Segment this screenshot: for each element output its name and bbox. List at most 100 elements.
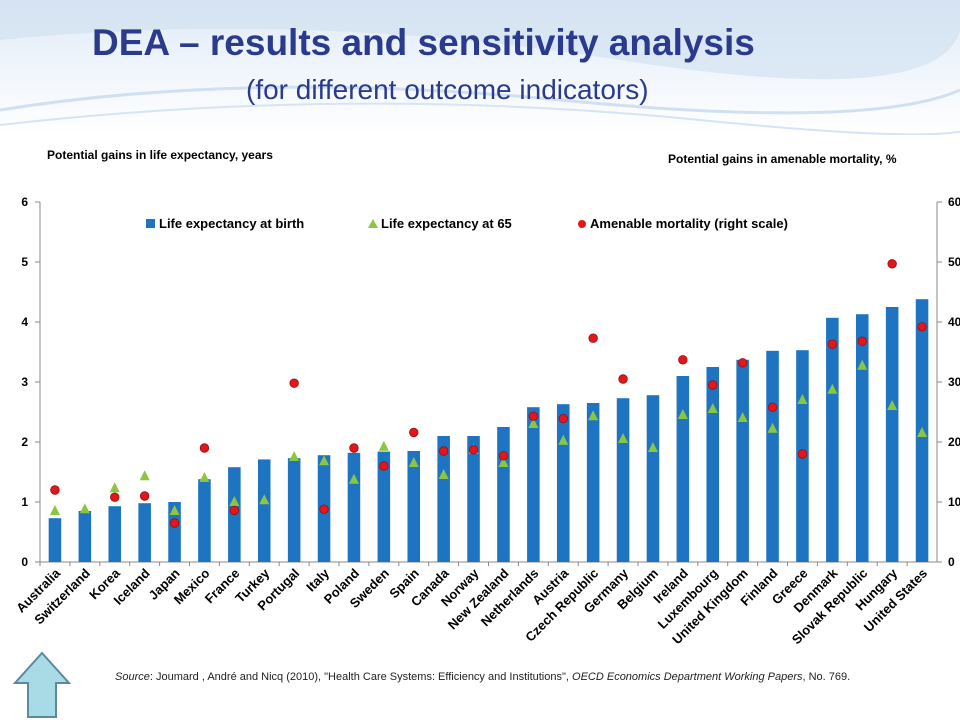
right-tick-label: 30 (948, 375, 960, 389)
circle-point (50, 485, 60, 495)
right-axis-title: Potential gains in amenable mortality, % (668, 152, 897, 166)
triangle-point (378, 440, 389, 451)
circle-point (618, 374, 628, 384)
circle-point (558, 413, 568, 424)
right-tick-label: 10 (948, 495, 960, 509)
left-tick-label: 2 (21, 435, 28, 449)
bar (347, 452, 361, 562)
left-tick-label: 0 (21, 555, 28, 569)
circle-point (857, 336, 867, 346)
banner-decoration (0, 0, 960, 135)
triangle-point (618, 433, 629, 443)
bar (377, 451, 391, 562)
triangle-point (229, 496, 240, 506)
triangle-point (139, 470, 150, 481)
legend-circle-label: Amenable mortality (right scale) (590, 216, 788, 231)
bar (78, 511, 92, 562)
circle-point (498, 451, 509, 461)
right-tick-label: 50 (948, 255, 960, 269)
circle-point (229, 505, 240, 516)
triangle-point (797, 394, 808, 404)
source-label: Source (115, 671, 150, 683)
triangle-point (677, 409, 688, 419)
bar (646, 395, 660, 562)
triangle-point (917, 427, 928, 437)
legend-triangle-swatch (368, 219, 378, 228)
bar (527, 407, 540, 562)
circle-point (438, 446, 449, 456)
left-tick-label: 5 (21, 255, 28, 269)
triangle-point (498, 457, 509, 467)
bar (467, 436, 480, 562)
right-tick-label: 40 (948, 315, 960, 329)
legend-triangle-label: Life expectancy at 65 (381, 216, 512, 231)
bar (676, 376, 690, 562)
bar (48, 518, 62, 562)
triangle-point (79, 503, 90, 514)
circle-point (379, 461, 389, 471)
circle-point (737, 358, 748, 368)
bar (736, 359, 749, 562)
legend-bar-label: Life expectancy at birth (159, 216, 304, 231)
circle-point (708, 380, 718, 390)
source-note: Source: Joumard , André and Nicq (2010),… (115, 671, 850, 683)
triangle-point (438, 469, 449, 479)
triangle-point (857, 359, 868, 370)
circle-point (468, 445, 479, 455)
dea-chart: 01234560102030405060AustraliaSwitzerland… (13, 195, 960, 647)
left-tick-label: 4 (21, 315, 28, 329)
triangle-point (169, 505, 180, 515)
left-tick-label: 1 (21, 495, 28, 509)
circle-point (409, 427, 419, 438)
triangle-point (588, 410, 599, 421)
source-journal: OECD Economics Department Working Papers (572, 671, 803, 683)
bar (556, 404, 570, 562)
triangle-point (319, 455, 330, 466)
legend-bar-swatch (146, 219, 155, 228)
bar (855, 314, 869, 562)
circle-point (827, 339, 838, 349)
triangle-point (737, 412, 748, 422)
triangle-point (348, 473, 359, 484)
bar (766, 350, 779, 562)
circle-point (319, 504, 329, 514)
left-tick-label: 6 (21, 195, 28, 209)
bar (287, 458, 301, 562)
bar (706, 367, 720, 562)
circle-point (139, 491, 150, 501)
triangle-point (408, 457, 419, 467)
bar (885, 307, 899, 562)
circle-point (528, 411, 539, 421)
bar (257, 459, 271, 562)
right-tick-label: 20 (948, 435, 960, 449)
circle-point (678, 355, 688, 365)
legend-circle-swatch (578, 220, 586, 228)
bar (826, 317, 839, 562)
page-subtitle: (for different outcome indicators) (246, 74, 649, 105)
left-tick-label: 3 (21, 375, 28, 389)
right-tick-label: 60 (948, 195, 960, 209)
triangle-point (647, 442, 658, 452)
circle-point (289, 378, 299, 388)
bar (108, 506, 122, 562)
triangle-point (199, 472, 210, 482)
page-title: DEA – results and sensitivity analysis (92, 22, 755, 63)
up-arrow-icon[interactable] (12, 650, 72, 720)
triangle-point (767, 422, 778, 433)
triangle-point (259, 494, 270, 505)
source-text: : Joumard , André and Nicq (2010), "Heal… (149, 671, 573, 683)
circle-point (917, 322, 927, 332)
header-banner (0, 0, 960, 135)
triangle-point (109, 482, 120, 493)
bar (138, 503, 151, 562)
source-text-end: , No. 769. (802, 671, 851, 683)
bar (437, 436, 450, 562)
circle-point (767, 402, 778, 412)
bar (497, 427, 510, 562)
circle-point (588, 333, 598, 343)
bar (168, 502, 181, 562)
bar (616, 398, 630, 562)
circle-point (110, 492, 120, 502)
circle-point (887, 259, 897, 269)
triangle-point (528, 418, 539, 428)
